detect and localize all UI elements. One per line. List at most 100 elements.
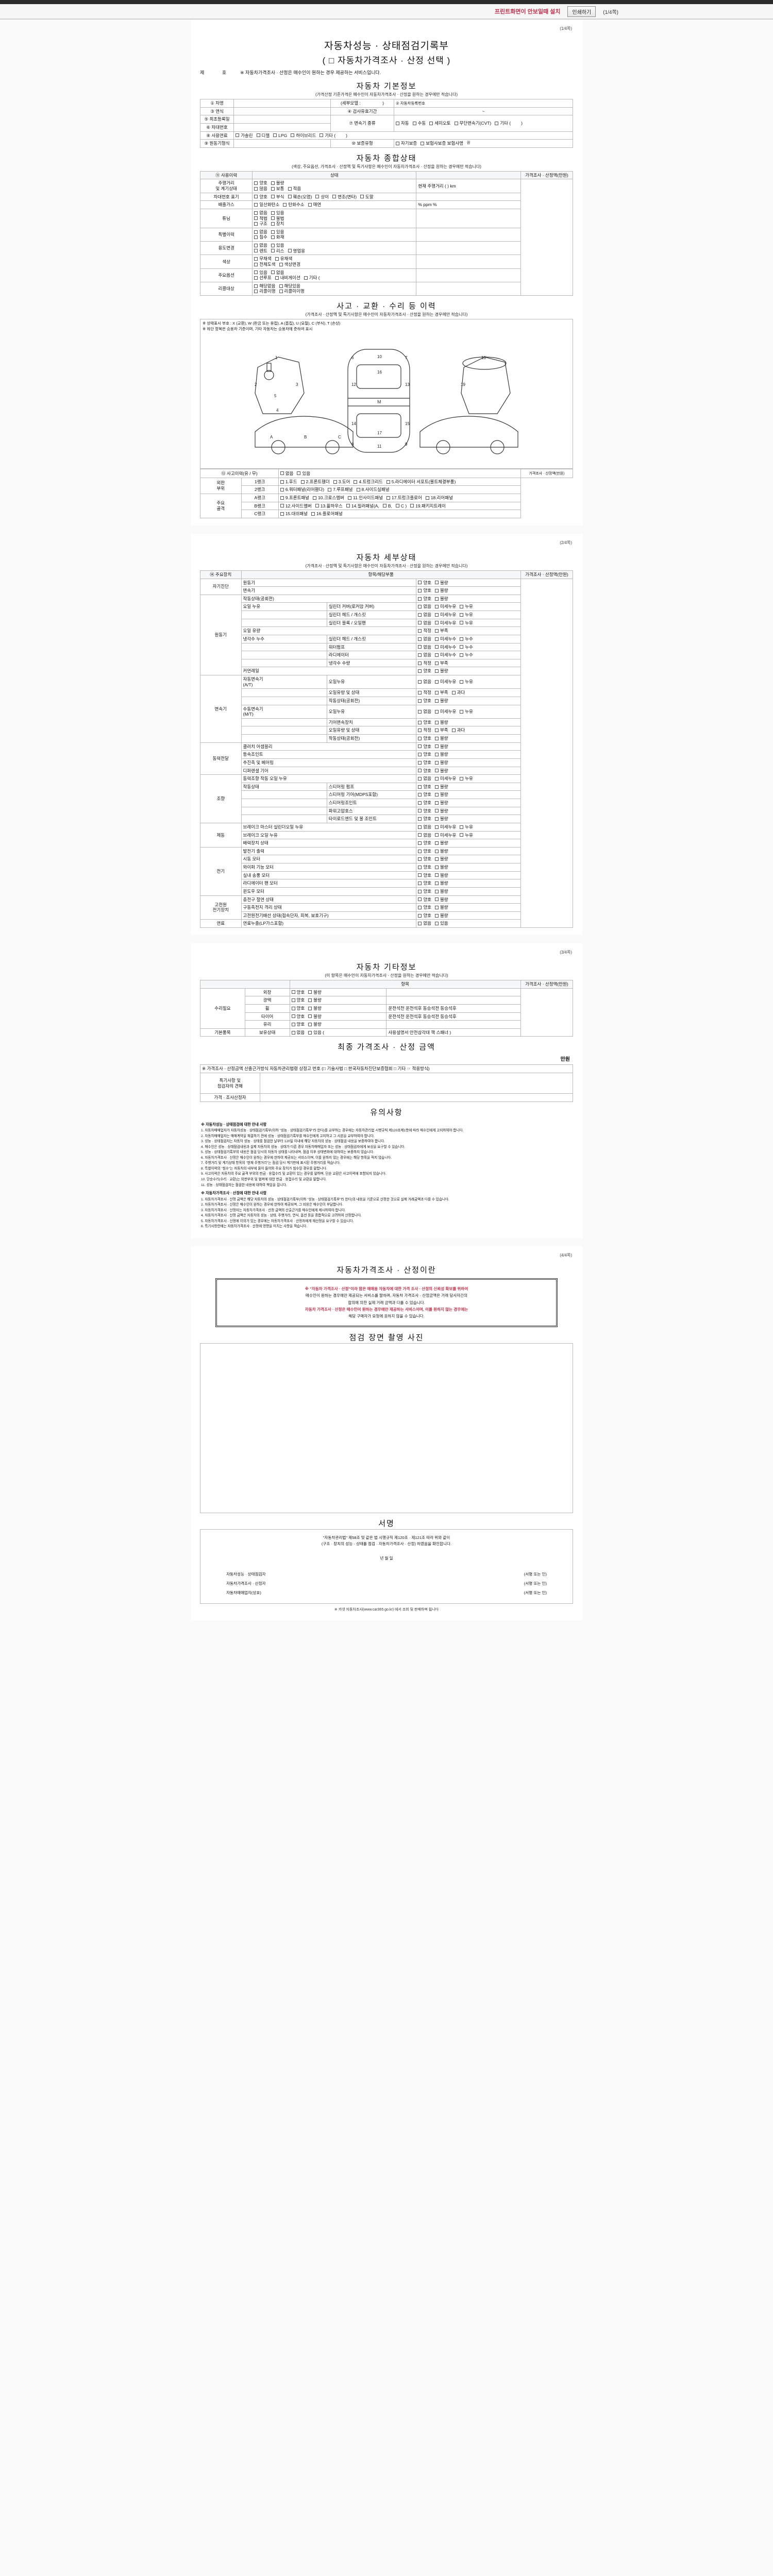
rank-3-option-1[interactable]: 13.휠하우스: [315, 503, 343, 509]
detail-2-6-option-1[interactable]: 불량: [434, 736, 448, 741]
checkbox-icon[interactable]: [254, 270, 258, 275]
detail-2-5-option-0[interactable]: 적정: [418, 727, 431, 733]
detail-opts-3-1[interactable]: 양호 불량: [416, 750, 521, 759]
overall-detail-0[interactable]: 현재 주행거리 ( ) km: [416, 179, 521, 193]
checkbox-icon[interactable]: [434, 621, 439, 625]
detail-4-5-option-1[interactable]: 불량: [434, 816, 448, 822]
overall-5-g0-option-1[interactable]: 있음: [271, 243, 284, 248]
detail-opts-0-1[interactable]: 양호 불량: [416, 586, 521, 595]
checkbox-icon[interactable]: [418, 680, 422, 684]
checkbox-icon[interactable]: [254, 230, 258, 234]
accident-option-exists[interactable]: 있음: [297, 471, 310, 477]
overall-detail-4[interactable]: [416, 227, 521, 242]
detail-opts-7-2[interactable]: 양호 불량: [416, 911, 521, 920]
detail-opts-2-6[interactable]: 양호 불량: [416, 734, 521, 743]
checkbox-icon[interactable]: [434, 897, 439, 902]
detail-2-2-option-1[interactable]: 불량: [434, 698, 448, 704]
overall-7-g0-option-0[interactable]: 있음: [254, 270, 267, 276]
overall-state-4[interactable]: 없음 있음 침수 화재: [252, 227, 417, 242]
detail-1-0-option-1[interactable]: 불량: [434, 596, 448, 602]
detail-4-3-option-1[interactable]: 불량: [434, 800, 448, 806]
etc-3-option-1[interactable]: 불량: [308, 1014, 322, 1020]
checkbox-icon[interactable]: [434, 905, 439, 909]
checkbox-icon[interactable]: [279, 284, 283, 288]
overall-state-6[interactable]: 무채색 유채색 전체도색 색상변경: [252, 255, 417, 269]
rank-3-option-4[interactable]: C ): [395, 503, 407, 509]
overall-6-g1-option-0[interactable]: 전체도색: [254, 262, 276, 267]
checkbox-icon[interactable]: [434, 605, 439, 609]
overall-7-g1-option-1[interactable]: 내비게이션: [275, 275, 300, 281]
detail-opts-3-0[interactable]: 양호 불량: [416, 742, 521, 751]
detail-1-8-option-0[interactable]: 적정: [418, 660, 431, 666]
detail-2-3-option-2[interactable]: 누유: [460, 709, 473, 715]
detail-7-0-option-1[interactable]: 불량: [434, 897, 448, 903]
checkbox-icon[interactable]: [434, 857, 439, 861]
detail-2-0-option-2[interactable]: 누유: [460, 679, 473, 685]
checkbox-icon[interactable]: [425, 496, 429, 500]
overall-5-g1-option-1[interactable]: 리스: [271, 248, 284, 254]
checkbox-icon[interactable]: [254, 276, 258, 280]
overall-detail-1[interactable]: [416, 192, 521, 201]
overall-3-g1-option-0[interactable]: 적법: [254, 216, 267, 222]
checkbox-icon[interactable]: [418, 825, 422, 829]
detail-1-6-option-2[interactable]: 누수: [460, 645, 473, 650]
checkbox-icon[interactable]: [460, 653, 464, 657]
basic-value-engine[interactable]: [233, 139, 331, 148]
rank-1-option-2[interactable]: 8.사이드실패널: [356, 487, 390, 493]
checkbox-icon[interactable]: [291, 1006, 295, 1010]
detail-1-2-option-1[interactable]: 미세누유: [434, 612, 456, 618]
checkbox-icon[interactable]: [451, 728, 456, 733]
checkbox-icon[interactable]: [320, 133, 324, 138]
detail-2-3[interactable]: 없음 미세누유 누유: [418, 709, 518, 715]
checkbox-icon[interactable]: [460, 680, 464, 684]
detail-opts-1-4[interactable]: 적정 부족: [416, 626, 521, 635]
overall-4-g1[interactable]: 침수 화재: [254, 234, 414, 240]
etc-3-option-0[interactable]: 양호: [291, 1014, 305, 1020]
detail-1-8-option-1[interactable]: 부족: [434, 660, 448, 666]
overall-3-g0-option-0[interactable]: 없음: [254, 210, 267, 216]
checkbox-icon[interactable]: [418, 637, 422, 641]
checkbox-icon[interactable]: [418, 581, 422, 585]
rank-0-option-3[interactable]: 4.트렁크리드: [354, 479, 383, 485]
checkbox-icon[interactable]: [346, 504, 350, 508]
checkbox-icon[interactable]: [434, 613, 439, 617]
checkbox-icon[interactable]: [434, 833, 439, 837]
overall-8-g1-option-0[interactable]: 리콜이행: [254, 289, 276, 294]
accident-history-options[interactable]: 없음 있음: [278, 469, 521, 478]
detail-1-2-option-0[interactable]: 없음: [418, 612, 431, 618]
checkbox-icon[interactable]: [291, 998, 295, 1003]
detail-3-3-option-0[interactable]: 양호: [418, 768, 431, 774]
detail-1-3-option-2[interactable]: 누유: [460, 620, 473, 626]
etc-1-option-1[interactable]: 불량: [308, 997, 322, 1003]
checkbox-icon[interactable]: [418, 621, 422, 625]
rank-2-option-2[interactable]: 11.인사이드패널: [347, 495, 383, 501]
overall-0-g1-option-1[interactable]: 보통: [271, 186, 284, 192]
detail-opts-1-0[interactable]: 양호 불량: [416, 594, 521, 603]
overall-6-g1[interactable]: 전체도색 색상변경: [254, 262, 414, 267]
checkbox-icon[interactable]: [418, 873, 422, 877]
detail-opts-3-3[interactable]: 양호 불량: [416, 766, 521, 775]
detail-2-0-option-0[interactable]: 없음: [418, 679, 431, 685]
detail-1-0-option-0[interactable]: 양호: [418, 596, 431, 602]
detail-2-1-option-1[interactable]: 부족: [434, 690, 448, 696]
rank-2-option-4[interactable]: 18.리어패널: [425, 495, 453, 501]
detail-opts-4-3[interactable]: 양호 불량: [416, 799, 521, 807]
fuel-option-gasoline[interactable]: 가솔린: [236, 133, 253, 139]
overall-state-0[interactable]: 양호 불량 많음 보통 적음: [252, 179, 417, 193]
checkbox-icon[interactable]: [434, 913, 439, 918]
checkbox-icon[interactable]: [434, 669, 439, 673]
rank-3-option-0[interactable]: 12.사이드멤버: [280, 503, 312, 509]
checkbox-icon[interactable]: [418, 597, 422, 601]
detail-3-1-option-1[interactable]: 불량: [434, 752, 448, 757]
detail-2-1-option-0[interactable]: 적정: [418, 690, 431, 696]
checkbox-icon[interactable]: [434, 709, 439, 714]
checkbox-icon[interactable]: [313, 496, 317, 500]
checkbox-icon[interactable]: [434, 882, 439, 886]
checkbox-icon[interactable]: [434, 645, 439, 649]
detail-6-0[interactable]: 양호 불량: [418, 849, 518, 854]
detail-opts-5-2[interactable]: 양호 불량: [416, 839, 521, 848]
final-amount-row[interactable]: 만원: [200, 1053, 573, 1064]
detail-1-3[interactable]: 없음 미세누유 누유: [418, 620, 518, 626]
